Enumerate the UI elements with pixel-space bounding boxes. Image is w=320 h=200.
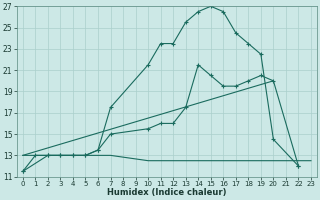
X-axis label: Humidex (Indice chaleur): Humidex (Indice chaleur): [107, 188, 227, 197]
